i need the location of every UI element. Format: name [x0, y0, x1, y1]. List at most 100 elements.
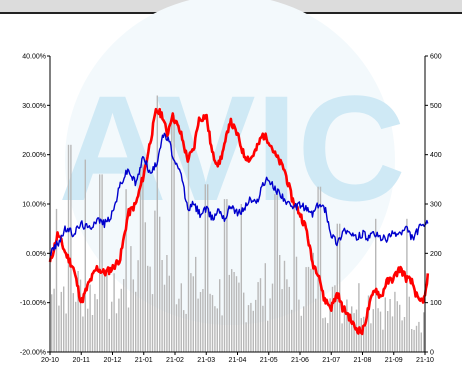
volume-bar — [106, 273, 108, 352]
volume-bar — [185, 313, 187, 352]
volume-bar — [262, 305, 264, 352]
volume-bar — [142, 164, 144, 352]
right-tick-label: 300 — [430, 202, 442, 209]
x-tick-label: 21-03 — [197, 357, 215, 364]
volume-bar — [351, 306, 353, 352]
watermark-text: AVIC — [58, 64, 405, 232]
volume-bar — [197, 298, 199, 352]
volume-bar — [312, 252, 314, 352]
volume-bar — [331, 286, 334, 352]
volume-bar — [173, 115, 175, 352]
volume-bar — [259, 278, 262, 352]
left-tick-label: 0.00% — [26, 251, 46, 258]
x-tick-label: 20-12 — [104, 357, 122, 364]
x-tick-label: 21-06 — [291, 357, 309, 364]
volume-bar — [375, 218, 377, 352]
volume-bar — [399, 304, 401, 352]
volume-bar — [139, 164, 142, 352]
volume-bar — [243, 292, 245, 352]
volume-bar — [135, 291, 137, 352]
volume-bar — [168, 275, 170, 352]
volume-bar — [84, 159, 86, 352]
volume-bars — [51, 95, 425, 352]
volume-bar — [195, 256, 197, 352]
left-tick-label: -20.00% — [20, 350, 46, 357]
volume-bar — [300, 315, 302, 352]
volume-bar — [334, 285, 336, 352]
volume-bar — [65, 313, 67, 352]
volume-bar — [365, 326, 367, 352]
volume-bar — [226, 199, 228, 352]
volume-bar — [403, 317, 406, 352]
volume-bar — [245, 322, 247, 352]
volume-bar — [322, 318, 324, 352]
volume-bar — [94, 293, 96, 352]
volume-bar — [377, 308, 379, 352]
volume-bar — [269, 298, 271, 352]
volume-bar — [154, 210, 156, 352]
volume-bar — [317, 186, 319, 352]
x-tick-label: 20-10 — [41, 357, 59, 364]
volume-bar — [336, 223, 338, 352]
volume-bar — [228, 274, 230, 352]
volume-bar — [151, 294, 154, 352]
volume-bar — [353, 313, 355, 352]
volume-bar — [286, 279, 288, 352]
left-tick-label: -10.00% — [20, 300, 46, 307]
volume-bar — [183, 310, 185, 352]
volume-bar — [216, 308, 218, 352]
volume-bar — [120, 288, 122, 352]
volume-bar — [63, 286, 65, 352]
volume-bar — [252, 310, 254, 352]
volume-bar — [233, 272, 235, 352]
volume-bar — [281, 289, 283, 352]
volume-bar — [235, 276, 238, 352]
volume-bar — [408, 296, 410, 352]
volume-bar — [115, 313, 118, 352]
volume-bar — [360, 318, 362, 352]
volume-bar — [103, 275, 106, 352]
volume-bar — [144, 222, 146, 352]
volume-bar — [178, 298, 180, 352]
volume-bar — [202, 289, 204, 352]
volume-bar — [175, 304, 178, 352]
volume-bar — [394, 291, 396, 352]
right-tick-label: 500 — [430, 103, 442, 110]
volume-bar — [406, 218, 408, 352]
volume-bar — [305, 267, 307, 352]
right-tick-label: 400 — [430, 152, 442, 159]
volume-bar — [391, 316, 394, 352]
volume-bar — [319, 186, 322, 352]
volume-bar — [55, 208, 58, 352]
volume-bar — [96, 299, 98, 352]
volume-bar — [156, 95, 158, 352]
left-tick-label: 40.00% — [22, 54, 46, 61]
volume-bar — [180, 283, 182, 352]
volume-bar — [101, 174, 103, 352]
volume-bar — [209, 293, 211, 352]
x-tick-label: 21-04 — [229, 357, 247, 364]
volume-bar — [79, 279, 82, 352]
volume-bar — [423, 312, 425, 352]
volume-bar — [293, 204, 295, 352]
volume-bar — [379, 311, 382, 352]
volume-bar — [288, 286, 290, 352]
volume-bar — [307, 266, 310, 352]
volume-bar — [247, 305, 250, 352]
left-tick-label: 10.00% — [22, 202, 46, 209]
watermark-circle — [65, 0, 395, 325]
volume-bar — [159, 216, 161, 352]
volume-bar — [420, 332, 422, 352]
volume-bar — [125, 189, 127, 352]
volume-bar — [279, 255, 281, 352]
volume-bar — [190, 273, 192, 352]
volume-bar — [257, 282, 259, 352]
volume-bar — [271, 283, 274, 352]
volume-bar — [219, 279, 221, 352]
x-tick-label: 21-01 — [135, 357, 153, 364]
volume-bar — [214, 306, 216, 352]
volume-bar — [346, 299, 348, 352]
x-tick-label: 21-07 — [322, 357, 340, 364]
volume-bar — [108, 318, 110, 352]
